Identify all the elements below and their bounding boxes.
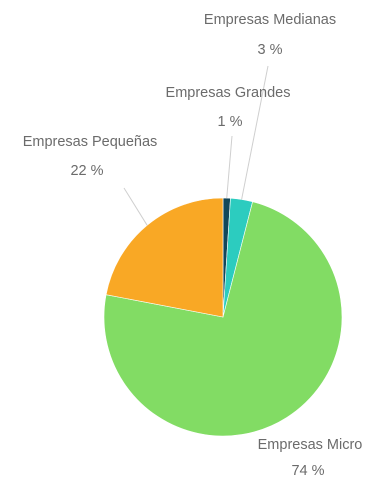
label-value-empresas-pequenas: 22 %	[70, 163, 103, 179]
leader-line-empresas-grandes	[226, 135, 233, 199]
slice-empresas-pequenas	[105, 197, 224, 318]
label-name-empresas-pequenas: Empresas Pequeñas	[23, 134, 158, 150]
pie-slices	[103, 197, 343, 437]
slice-empresas-micro	[103, 201, 343, 437]
label-name-empresas-medianas: Empresas Medianas	[204, 12, 336, 28]
label-name-empresas-grandes: Empresas Grandes	[166, 85, 291, 101]
leader-line-empresas-medianas	[241, 65, 269, 200]
leader-line-empresas-pequenas	[123, 187, 148, 226]
label-value-empresas-grandes: 1 %	[218, 114, 243, 130]
label-value-empresas-micro: 74 %	[291, 463, 324, 479]
label-name-empresas-micro: Empresas Micro	[258, 437, 363, 453]
label-value-empresas-medianas: 3 %	[258, 42, 283, 58]
leader-lines	[123, 65, 269, 226]
